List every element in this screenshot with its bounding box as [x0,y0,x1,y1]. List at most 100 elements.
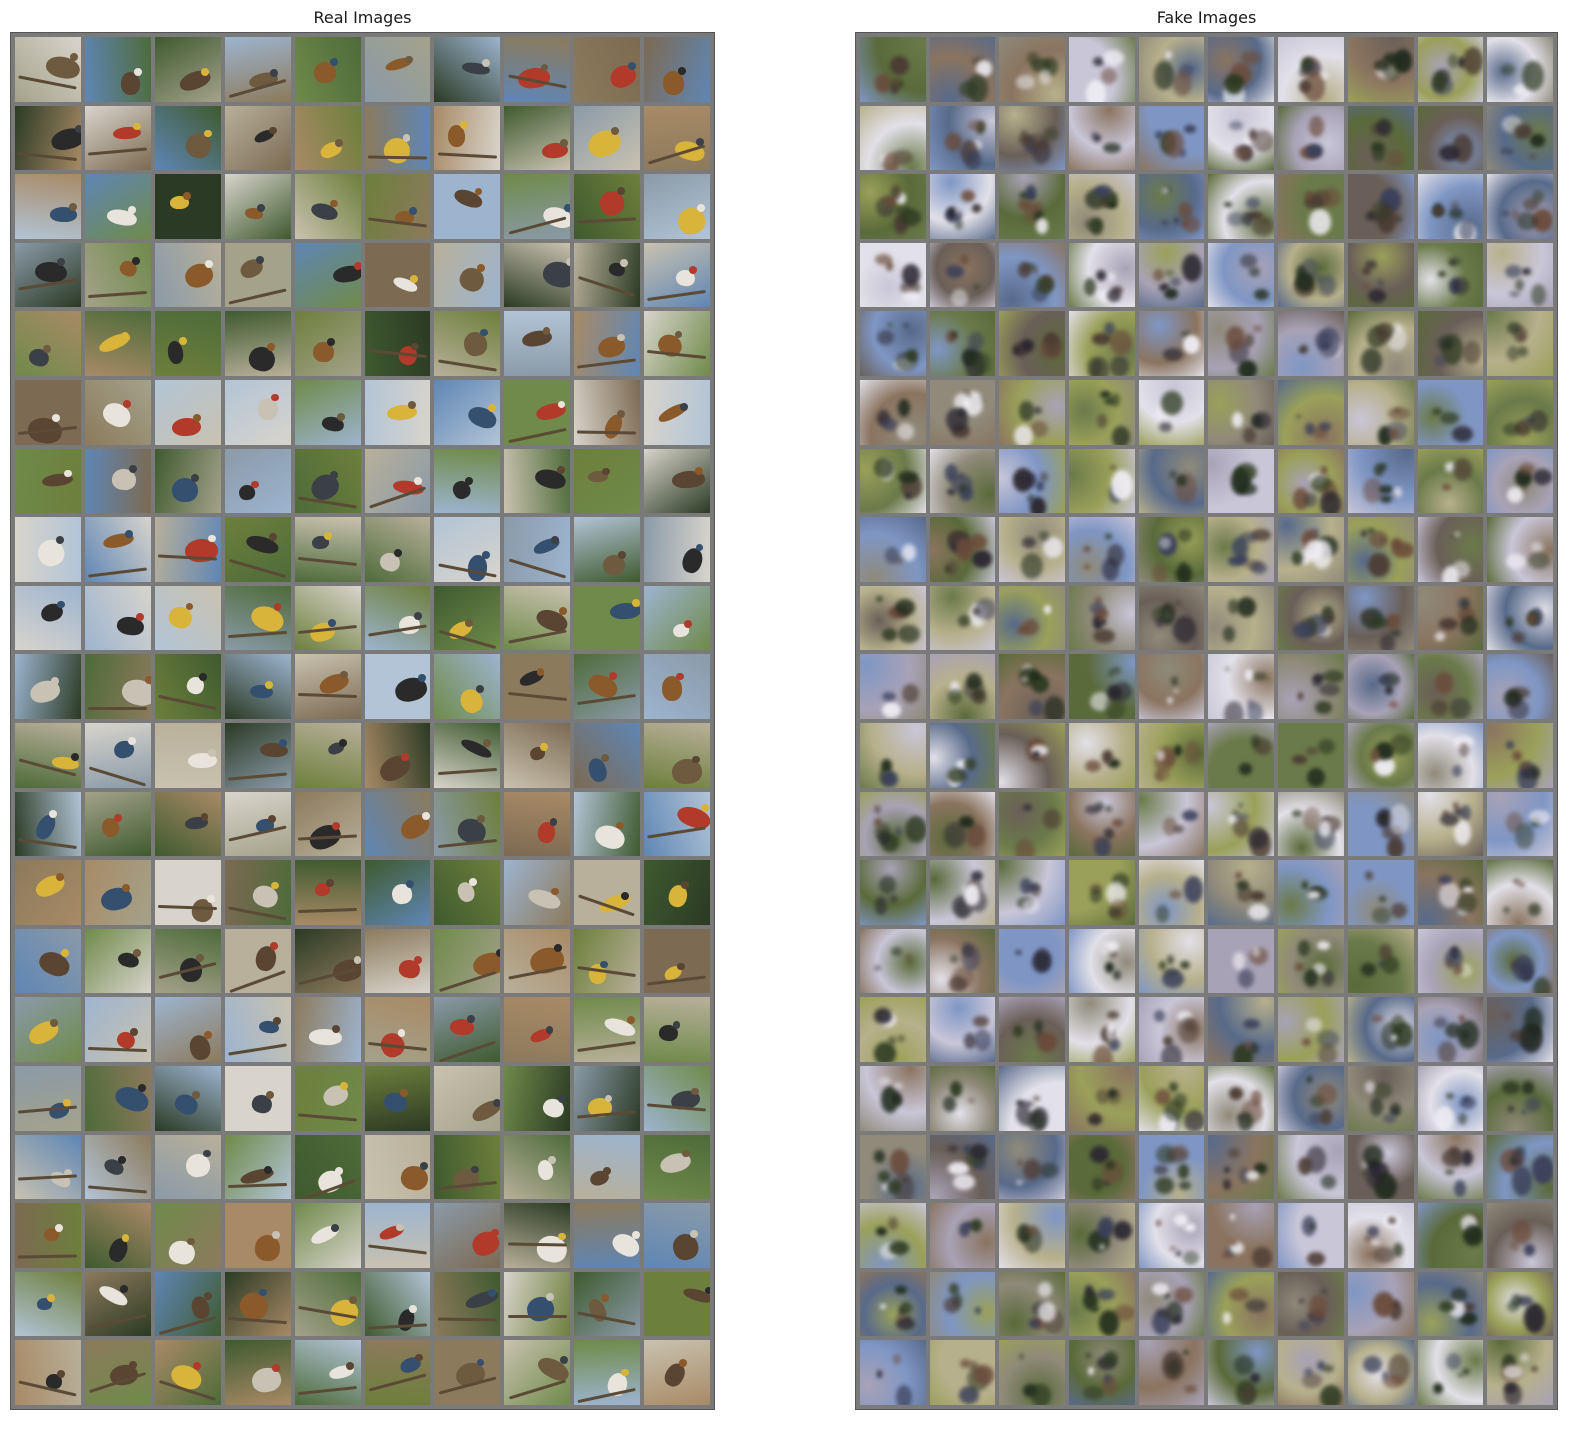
real-image-tile [364,585,431,651]
fake-image-tile [1278,517,1344,582]
real-image-tile [294,242,361,308]
real-image-tile [574,1203,641,1268]
real-image-tile [574,242,641,308]
fake-image-tile [1138,448,1205,514]
fake-image-tile [1487,242,1553,308]
fake-image-tile [999,1134,1066,1200]
real-image-tile [574,1065,641,1131]
real-image-tile [364,311,431,376]
fake-image-tile [1069,791,1135,857]
real-image-tile [294,1065,361,1131]
real-image-tile [364,1134,431,1200]
real-image-tile [15,517,81,582]
fake-image-tile [999,654,1066,719]
fake-image-tile [1487,860,1553,925]
fake-image-tile [1417,448,1484,514]
real-image-tile [574,654,641,719]
real-image-tile [504,174,571,239]
real-image-tile [294,1271,361,1337]
real-image-tile [84,311,151,376]
real-image-tile [294,585,361,651]
fake-image-tile [1417,860,1484,925]
real-image-tile [84,1271,151,1337]
fake-image-tile [1347,37,1414,102]
real-image-tile [644,654,710,719]
real-image-tile [294,1340,361,1405]
fake-image-tile [999,997,1066,1062]
real-image-tile [504,585,571,651]
real-image-tile [15,997,81,1062]
fake-image-tile [999,1340,1066,1405]
real-image-tile [84,1340,151,1405]
fake-image-tile [1278,997,1344,1062]
real-image-tile [84,448,151,514]
fake-image-tile [1069,997,1135,1062]
fake-image-tile [1138,997,1205,1062]
fake-image-tile [860,928,926,994]
fake-image-tile [1069,379,1135,445]
real-image-tile [84,928,151,994]
fake-image-tile [929,448,996,514]
real-image-tile [154,722,221,788]
fake-image-tile [999,860,1066,925]
fake-image-tile [929,928,996,994]
fake-image-tile [1208,242,1275,308]
real-image-tile [364,174,431,239]
real-image-tile [224,585,291,651]
fake-images-grid [855,32,1558,1410]
real-image-tile [574,1134,641,1200]
fake-image-tile [1138,1340,1205,1405]
real-image-tile [504,37,571,102]
real-image-tile [15,242,81,308]
real-image-tile [574,37,641,102]
fake-image-tile [1278,1134,1344,1200]
real-image-tile [224,997,291,1062]
real-image-tile [434,105,501,171]
fake-image-tile [1208,105,1275,171]
fake-image-tile [1208,1271,1275,1337]
real-image-tile [644,791,710,857]
real-image-tile [504,1271,571,1337]
real-image-tile [504,242,571,308]
real-image-tile [364,860,431,925]
fake-image-tile [1278,722,1344,788]
real-image-tile [434,928,501,994]
real-image-tile [154,791,221,857]
real-image-tile [15,1271,81,1337]
real-image-tile [154,997,221,1062]
real-image-tile [294,722,361,788]
real-image-tile [364,1271,431,1337]
real-image-tile [364,379,431,445]
real-image-tile [154,1271,221,1337]
real-image-tile [644,1271,710,1337]
real-image-tile [224,37,291,102]
real-image-tile [15,311,81,376]
fake-image-tile [860,1065,926,1131]
fake-image-tile [1208,1065,1275,1131]
fake-image-tile [999,379,1066,445]
real-image-tile [154,654,221,719]
real-image-tile [644,722,710,788]
real-image-tile [224,791,291,857]
fake-image-tile [1069,722,1135,788]
fake-image-tile [860,242,926,308]
fake-image-tile [1417,997,1484,1062]
real-image-tile [364,1065,431,1131]
real-image-tile [154,242,221,308]
real-image-tile [434,997,501,1062]
fake-image-tile [1069,585,1135,651]
real-image-tile [644,242,710,308]
real-image-tile [84,860,151,925]
real-image-tile [294,1203,361,1268]
fake-image-tile [929,585,996,651]
real-image-tile [644,1203,710,1268]
fake-image-tile [1208,1340,1275,1405]
real-image-tile [294,379,361,445]
fake-image-tile [1278,1271,1344,1337]
real-image-tile [294,105,361,171]
fake-image-tile [1278,1203,1344,1268]
fake-image-tile [1208,1134,1275,1200]
real-image-tile [224,105,291,171]
fake-image-tile [1069,1134,1135,1200]
fake-image-tile [929,517,996,582]
